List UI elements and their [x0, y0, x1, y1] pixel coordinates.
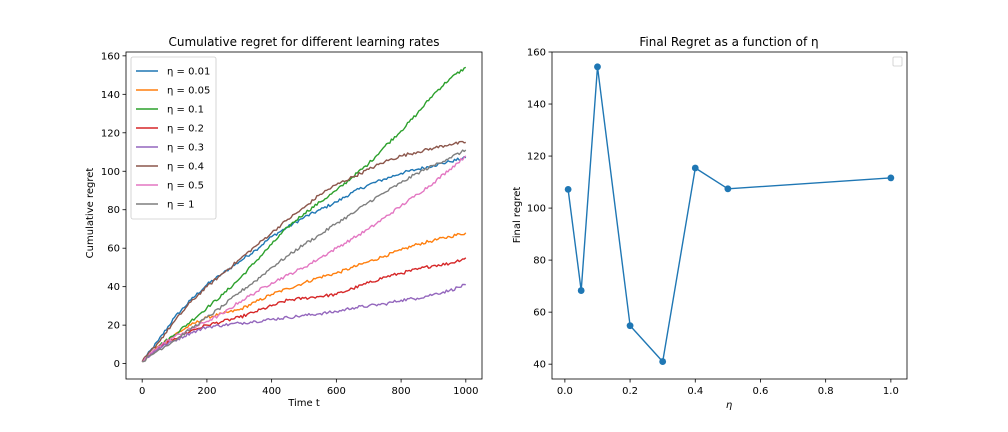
legend-label: η = 1 [167, 200, 194, 211]
y-tick-label: 40 [107, 282, 120, 293]
x-tick-label: 1.0 [883, 386, 899, 397]
data-point [577, 287, 585, 294]
x-tick-label: 0.8 [818, 386, 834, 397]
data-point [564, 185, 572, 193]
y-tick-label: 60 [533, 308, 546, 319]
legend-box [892, 56, 903, 67]
x-tick-label: 600 [327, 386, 346, 397]
x-tick-label: 400 [262, 386, 281, 397]
y-tick-label: 100 [527, 204, 546, 215]
series-line [142, 149, 467, 363]
y-tick-label: 20 [107, 321, 120, 332]
legend-label: η = 0.05 [167, 86, 210, 97]
x-tick-label: 0.2 [622, 386, 638, 397]
series-line [141, 257, 467, 363]
data-point [626, 322, 634, 330]
plot-area: 0.0 0.2 0.4 0.6 0.8 1.0 40 60 80 100 120 140 160 [527, 48, 908, 397]
data-point [887, 174, 895, 182]
legend-box [130, 56, 217, 220]
plot-frame [125, 51, 483, 380]
plot-frame [551, 51, 908, 380]
x-axis-label: Time t [287, 398, 320, 409]
data-point [724, 185, 732, 193]
y-tick-label: 140 [527, 100, 546, 111]
series-line [141, 155, 467, 363]
chart-title: Final Regret as a function of η [639, 35, 818, 49]
data-point [691, 164, 699, 172]
x-tick-label: 0.0 [557, 386, 573, 397]
y-tick-label: 60 [107, 244, 120, 255]
y-tick-label: 160 [527, 48, 546, 59]
data-point [659, 358, 667, 365]
legend-label: η = 0.2 [167, 124, 204, 135]
series-line [567, 66, 891, 363]
y-axis-label: Final regret [512, 187, 523, 244]
legend-label: η = 0.5 [167, 181, 204, 192]
plot-area: 0 200 400 600 800 1000 0 20 40 60 80 100 120 140 160 η … [101, 51, 483, 397]
x-tick-label: 200 [197, 386, 216, 397]
final-regret-panel: Final Regret as a function of η 0.0 0.2 0.… [512, 35, 908, 411]
y-tick-label: 120 [101, 128, 120, 139]
y-tick-label: 40 [533, 360, 546, 371]
legend-label: η = 0.4 [167, 162, 204, 173]
series-line [141, 232, 467, 363]
y-tick-label: 80 [533, 256, 546, 267]
series-line [141, 156, 467, 363]
y-axis-label: Cumulative regret [85, 168, 96, 259]
series-line [141, 66, 467, 363]
x-tick-label: 0.6 [753, 386, 769, 397]
y-tick-label: 160 [101, 51, 120, 62]
legend-label: η = 0.3 [167, 143, 204, 154]
legend-label: η = 0.01 [167, 67, 210, 78]
chart-title: Cumulative regret for different learning… [168, 35, 439, 49]
y-tick-label: 0 [114, 359, 120, 370]
x-axis-label: η [726, 400, 732, 411]
series-line [141, 140, 466, 362]
legend-label: η = 0.1 [167, 105, 204, 116]
x-tick-label: 0 [139, 386, 145, 397]
y-tick-label: 80 [107, 205, 120, 216]
data-point [594, 63, 601, 71]
x-tick-label: 800 [392, 386, 411, 397]
x-tick-label: 0.4 [687, 386, 703, 397]
series-line [141, 283, 466, 363]
y-tick-label: 120 [527, 152, 546, 163]
x-tick-label: 1000 [453, 386, 478, 397]
y-tick-label: 100 [101, 167, 120, 178]
cumulative-regret-panel: Cumulative regret for different learning… [85, 35, 483, 409]
y-tick-label: 140 [101, 90, 120, 101]
